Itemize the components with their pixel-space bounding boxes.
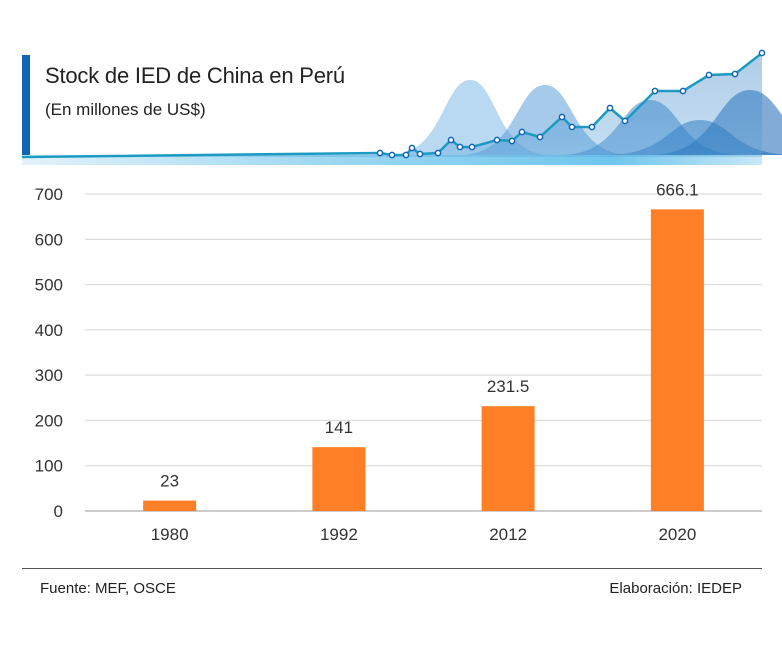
bar-chart: 0 100 200 300 400 500 600 700 23 141 231.5 666.1 1… — [35, 180, 762, 544]
bar-1992 — [312, 447, 366, 511]
decorative-trend-area — [22, 53, 762, 157]
y-tick-label: 200 — [35, 411, 63, 430]
x-axis-ticks: 1980 1992 2012 2020 — [151, 525, 697, 544]
decorative-dot-1 — [388, 151, 396, 159]
decorative-trend-dots — [376, 49, 766, 159]
footer-divider — [22, 568, 762, 569]
bar-1980 — [143, 500, 197, 511]
x-tick-label-1992: 1992 — [320, 525, 358, 544]
decorative-dot-5 — [434, 149, 442, 157]
source-note: Fuente: MEF, OSCE — [40, 580, 176, 597]
decorative-dot-11 — [518, 128, 526, 136]
decorative-dot-4 — [416, 150, 424, 158]
value-label-1992: 141 — [325, 418, 353, 437]
value-label-2020: 666.1 — [656, 180, 699, 199]
decorative-waves — [22, 53, 782, 157]
decorative-dot-10 — [508, 137, 516, 145]
y-tick-label: 600 — [35, 230, 63, 249]
decorative-dot-7 — [456, 143, 464, 151]
chart-subtitle: (En millones de US$) — [45, 100, 206, 119]
decorative-dot-3 — [408, 144, 416, 152]
decorative-dot-20 — [705, 71, 713, 79]
bar-2012 — [481, 406, 535, 511]
x-tick-label-2012: 2012 — [489, 525, 527, 544]
value-label-1980: 23 — [160, 472, 179, 491]
y-tick-label: 300 — [35, 366, 63, 385]
decorative-dot-19 — [679, 87, 687, 95]
header-accent-bar — [22, 55, 30, 159]
y-tick-label: 400 — [35, 321, 63, 340]
decorative-dot-21 — [731, 70, 739, 78]
y-tick-label: 0 — [54, 502, 63, 521]
decorative-dot-15 — [588, 123, 596, 131]
decorative-dot-13 — [558, 113, 566, 121]
x-tick-label-2020: 2020 — [658, 525, 696, 544]
header-banner — [21, 49, 782, 165]
decorative-dot-2 — [402, 151, 410, 159]
decorative-dot-14 — [568, 123, 576, 131]
decorative-dot-6 — [447, 136, 455, 144]
header-bottom-band — [22, 155, 762, 165]
y-axis-ticks: 0 100 200 300 400 500 600 700 — [35, 185, 63, 521]
bar-2020 — [650, 209, 704, 511]
decorative-dot-12 — [536, 133, 544, 141]
decorative-dot-17 — [621, 117, 629, 125]
decorative-dot-9 — [493, 136, 501, 144]
decorative-dot-8 — [468, 143, 476, 151]
y-tick-label: 100 — [35, 457, 63, 476]
chart-gridlines — [85, 193, 762, 512]
decorative-dot-16 — [606, 104, 614, 112]
decorative-dot-22 — [758, 49, 766, 57]
y-tick-label: 700 — [35, 185, 63, 204]
decorative-dot-0 — [376, 149, 384, 157]
y-tick-label: 500 — [35, 276, 63, 295]
x-tick-label-1980: 1980 — [151, 525, 189, 544]
bar-value-labels: 23 141 231.5 666.1 — [160, 180, 698, 490]
value-label-2012: 231.5 — [487, 377, 530, 396]
chart-bars — [143, 209, 704, 511]
decorative-dot-18 — [651, 87, 659, 95]
chart-title: Stock de IED de China en Perú — [45, 63, 345, 88]
credit-note: Elaboración: IEDEP — [609, 580, 742, 597]
